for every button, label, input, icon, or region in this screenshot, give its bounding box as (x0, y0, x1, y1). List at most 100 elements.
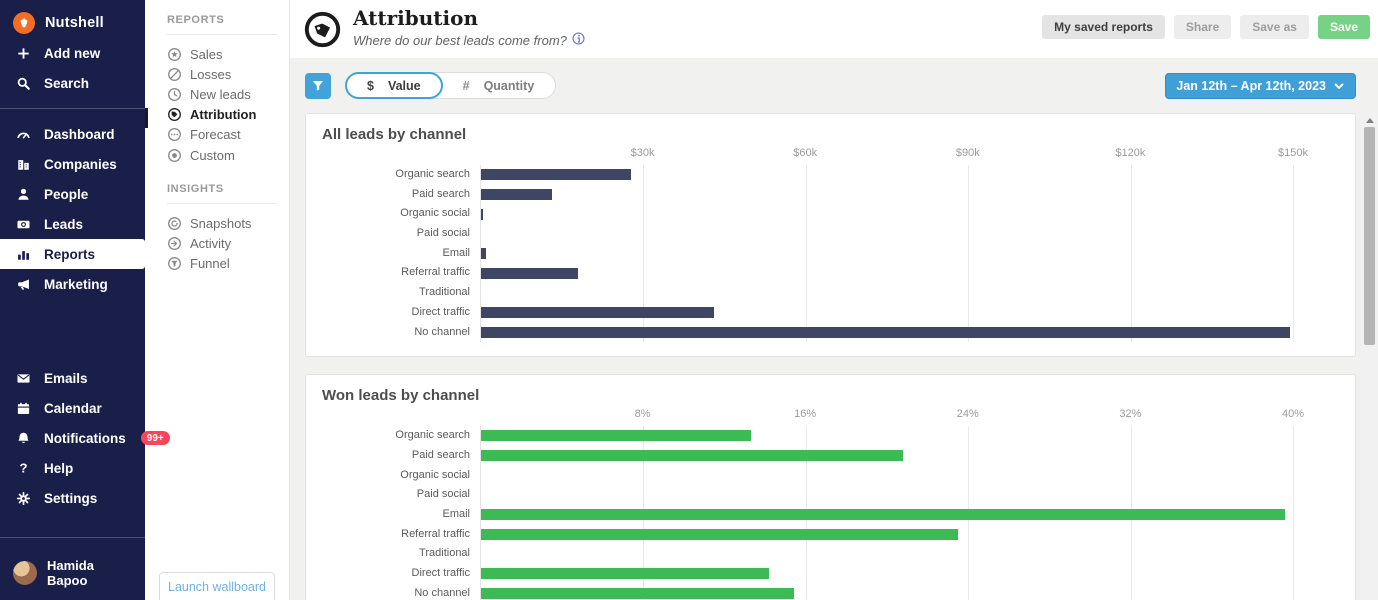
new-leads-icon (167, 87, 182, 102)
sidebar-item-marketing[interactable]: Marketing (0, 269, 145, 299)
scrollbar-up-arrow[interactable] (1365, 118, 1374, 123)
funnel-icon (167, 256, 182, 271)
settings-icon (15, 490, 31, 506)
report-nav-item-snapshots[interactable]: Snapshots (167, 213, 289, 233)
report-nav-item-new-leads[interactable]: New leads (167, 84, 289, 104)
sidebar-item-notifications[interactable]: Notifications 99+ (0, 423, 170, 453)
sidebar-item-help[interactable]: ? Help (0, 453, 145, 483)
sidebar-item-reports[interactable]: Reports (0, 239, 145, 269)
bar-referral-traffic[interactable] (481, 528, 959, 540)
brand-name: Nutshell (45, 15, 104, 31)
report-nav-item-custom[interactable]: Custom (167, 145, 289, 165)
gridline (643, 165, 645, 343)
category-label-organic-social: Organic social (400, 207, 470, 220)
bar-organic-search[interactable] (481, 430, 751, 442)
emails-icon (15, 370, 31, 386)
report-nav-label: New leads (190, 86, 251, 102)
dashboard-icon (15, 126, 31, 142)
companies-icon (15, 156, 31, 172)
report-nav-label: Attribution (190, 107, 257, 123)
main-area: Attribution Where do our best leads come… (290, 0, 1378, 600)
sidebar-item-label: Leads (44, 216, 84, 232)
report-nav-item-attribution[interactable]: Attribution (167, 105, 289, 125)
category-label-organic-search: Organic search (395, 429, 470, 442)
sidebar-divider (0, 108, 145, 109)
launch-wallboard-button[interactable]: Launch wallboard (159, 572, 275, 600)
save-button[interactable]: Save (1317, 15, 1370, 39)
sidebar-item-label: Settings (44, 490, 98, 506)
report-content: $ Value # Quantity Jan 12th – Apr 12th, 202… (290, 58, 1378, 600)
bar-no-channel[interactable] (481, 326, 1291, 338)
bar-referral-traffic[interactable] (481, 267, 579, 279)
my-saved-reports-button[interactable]: My saved reports (1042, 15, 1165, 39)
category-label-direct-traffic: Direct traffic (411, 305, 470, 318)
sidebar-item-dashboard[interactable]: Dashboard (0, 119, 145, 149)
brand-logo-link[interactable]: Nutshell (0, 8, 145, 38)
page-subtitle: Where do our best leads come from? (353, 32, 567, 48)
sidebar-item-label: Add new (44, 45, 101, 61)
axis-tick-label: $120k (1115, 147, 1146, 159)
chevron-down-icon (1334, 83, 1344, 89)
filter-funnel-button[interactable] (305, 72, 331, 99)
sidebar-item-label: Companies (44, 156, 117, 172)
toggle-quantity[interactable]: # Quantity (441, 72, 557, 99)
scrollbar-track[interactable] (1361, 112, 1378, 600)
category-label-organic-search: Organic search (395, 168, 470, 180)
report-nav-item-sales[interactable]: Sales (167, 44, 289, 64)
bar-direct-traffic[interactable] (481, 307, 714, 319)
category-label-email: Email (442, 507, 470, 520)
bar-no-channel[interactable] (481, 587, 794, 599)
section-rule (167, 203, 277, 205)
sidebar-item-search[interactable]: Search (0, 68, 145, 98)
x-axis: $30k $60k $90k $120k $150k (480, 147, 1308, 163)
gridline (968, 165, 970, 343)
category-label-paid-social: Paid social (416, 227, 470, 240)
calendar-icon (15, 400, 31, 416)
bar-paid-search[interactable] (481, 450, 904, 462)
bar-organic-search[interactable] (481, 169, 631, 181)
toggle-value[interactable]: $ Value (345, 72, 443, 99)
sidebar-item-label: Marketing (44, 276, 108, 292)
bar-email[interactable] (481, 509, 1285, 521)
snapshots-icon (167, 216, 182, 231)
notification-count-badge: 99+ (140, 431, 170, 445)
notifications-icon (15, 430, 31, 446)
sidebar-item-emails[interactable]: Emails (0, 363, 145, 393)
sidebar-item-label: People (44, 186, 89, 202)
sidebar-item-settings[interactable]: Settings (0, 483, 145, 513)
plot-area (480, 165, 1294, 343)
category-label-no-channel: No channel (414, 325, 470, 338)
bar-email[interactable] (481, 248, 486, 260)
sidebar-item-calendar[interactable]: Calendar (0, 393, 145, 423)
category-label-traditional: Traditional (419, 286, 470, 299)
report-nav-item-forecast[interactable]: Forecast (167, 125, 289, 145)
marketing-icon (15, 276, 31, 292)
category-label-paid-social: Paid social (416, 488, 470, 501)
gridline (1293, 165, 1294, 343)
sidebar-item-companies[interactable]: Companies (0, 149, 145, 179)
report-nav-item-activity[interactable]: Activity (167, 233, 289, 253)
date-range-button[interactable]: Jan 12th – Apr 12th, 2023 (1165, 72, 1356, 99)
sidebar: Nutshell Add new Search Dashboard Companie… (0, 0, 170, 600)
bar-direct-traffic[interactable] (481, 568, 770, 580)
share-button[interactable]: Share (1173, 15, 1232, 39)
attribution-icon (167, 107, 182, 122)
report-nav-item-funnel[interactable]: Funnel (167, 254, 289, 274)
sidebar-item-label: Notifications (44, 430, 126, 446)
info-icon[interactable] (572, 32, 585, 48)
toggle-symbol: $ (367, 78, 374, 93)
scrollbar-thumb[interactable] (1364, 127, 1375, 345)
report-nav-label: Forecast (190, 127, 241, 143)
sidebar-item-people[interactable]: People (0, 179, 145, 209)
user-menu[interactable]: Hamida Bapoo (0, 548, 145, 600)
gridline (1293, 426, 1294, 600)
sidebar-item-leads[interactable]: Leads (0, 209, 145, 239)
save-as-button[interactable]: Save as (1240, 15, 1309, 39)
chart-title: All leads by channel (322, 126, 467, 143)
bar-organic-social[interactable] (481, 208, 483, 220)
axis-tick-label: $30k (630, 147, 655, 159)
sidebar-item-add-new[interactable]: Add new (0, 38, 145, 68)
report-nav-item-losses[interactable]: Losses (167, 64, 289, 84)
bar-paid-search[interactable] (481, 188, 553, 200)
toggle-symbol: # (462, 78, 470, 93)
